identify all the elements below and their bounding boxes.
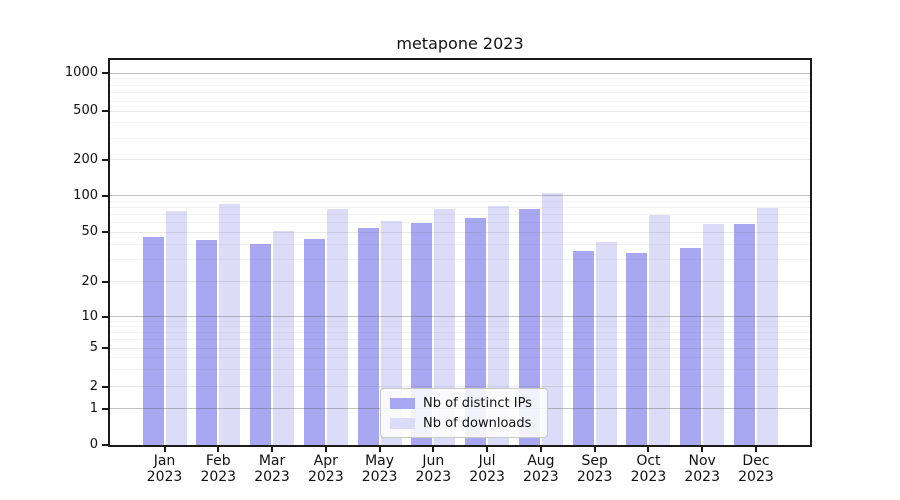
bar-downloads-nov	[703, 224, 725, 445]
y-tick-label-20: 20	[81, 273, 98, 289]
bar-downloads-sep	[595, 241, 617, 445]
bar-downloads-jun	[434, 208, 456, 445]
bar-downloads-feb	[219, 203, 241, 445]
y-tick-mark-0	[102, 444, 108, 446]
plot-area	[108, 58, 812, 447]
legend: Nb of distinct IPs Nb of downloads	[380, 388, 548, 438]
y-tick-mark-10	[102, 315, 108, 318]
bar-downloads-jan	[165, 210, 187, 445]
x-tick-mark-jan	[163, 447, 166, 452]
y-tick-label-200: 200	[73, 151, 98, 167]
bar-downloads-mar	[273, 231, 295, 445]
y-tick-label-10: 10	[81, 308, 98, 324]
bar-distinct-ips-may	[357, 228, 379, 445]
bar-distinct-ips-dec	[733, 224, 755, 445]
y-tick-label-50: 50	[81, 224, 98, 240]
y-tick-label-2: 2	[89, 378, 98, 394]
x-tick-mark-mar	[271, 447, 274, 452]
legend-label-downloads: Nb of downloads	[423, 415, 532, 431]
x-tick-mark-jul	[486, 447, 489, 452]
x-tick-mark-apr	[324, 447, 327, 452]
x-tick-label-aug: Aug 2023	[523, 453, 559, 485]
y-tick-mark-2	[102, 385, 108, 388]
y-tick-label-100: 100	[73, 187, 98, 203]
legend-label-distinct-ips: Nb of distinct IPs	[423, 395, 532, 411]
x-tick-mark-may	[378, 447, 381, 452]
bar-distinct-ips-feb	[196, 240, 218, 445]
y-tick-mark-20	[102, 280, 108, 283]
y-tick-mark-50	[102, 231, 108, 234]
x-tick-mark-aug	[539, 447, 542, 452]
bar-distinct-ips-apr	[303, 239, 325, 445]
x-tick-label-nov: Nov 2023	[684, 453, 720, 485]
y-tick-label-1: 1	[89, 400, 98, 416]
x-tick-label-feb: Feb 2023	[200, 453, 237, 485]
y-tick-mark-5	[102, 347, 108, 350]
x-tick-mark-sep	[593, 447, 596, 452]
y-tick-mark-200	[102, 158, 108, 161]
y-tick-label-0: 0	[89, 437, 98, 452]
x-tick-mark-oct	[647, 447, 650, 452]
chart-title: metapone 2023	[396, 34, 524, 53]
bar-distinct-ips-nov	[680, 248, 702, 445]
x-tick-label-mar: Mar 2023	[254, 453, 290, 485]
x-tick-mark-dec	[754, 447, 757, 452]
bar-downloads-oct	[649, 214, 671, 445]
x-tick-mark-jun	[432, 447, 435, 452]
x-tick-label-jul: Jul 2023	[469, 453, 505, 485]
x-tick-label-jun: Jun 2023	[415, 453, 452, 485]
bar-downloads-aug	[541, 193, 563, 445]
y-tick-mark-500	[102, 110, 108, 112]
y-tick-mark-100	[102, 194, 108, 197]
bar-downloads-jul	[488, 205, 510, 445]
x-tick-label-oct: Oct 2023	[630, 453, 667, 485]
legend-swatch-downloads	[390, 417, 415, 429]
bar-downloads-apr	[326, 208, 348, 445]
x-tick-label-dec: Dec 2023	[738, 453, 774, 485]
legend-swatch-distinct-ips	[390, 397, 415, 409]
bar-distinct-ips-aug	[518, 208, 540, 445]
bar-distinct-ips-sep	[572, 251, 594, 445]
x-tick-mark-feb	[217, 447, 220, 452]
y-tick-label-5: 5	[89, 340, 98, 356]
y-tick-mark-1	[102, 407, 108, 410]
bar-downloads-dec	[756, 208, 778, 445]
y-tick-label-500: 500	[73, 103, 98, 118]
legend-item-distinct-ips: Nb of distinct IPs	[390, 396, 538, 411]
y-tick-mark-1000	[102, 72, 108, 74]
legend-item-downloads: Nb of downloads	[390, 416, 538, 431]
y-tick-label-1000: 1000	[64, 65, 98, 80]
bar-distinct-ips-mar	[250, 244, 272, 445]
x-tick-label-may: May 2023	[361, 453, 398, 485]
bar-distinct-ips-jan	[142, 236, 164, 445]
x-tick-mark-nov	[701, 447, 704, 452]
x-tick-label-apr: Apr 2023	[307, 453, 344, 485]
x-tick-label-jan: Jan 2023	[146, 453, 183, 485]
bar-distinct-ips-oct	[626, 253, 648, 445]
x-tick-label-sep: Sep 2023	[576, 453, 613, 485]
